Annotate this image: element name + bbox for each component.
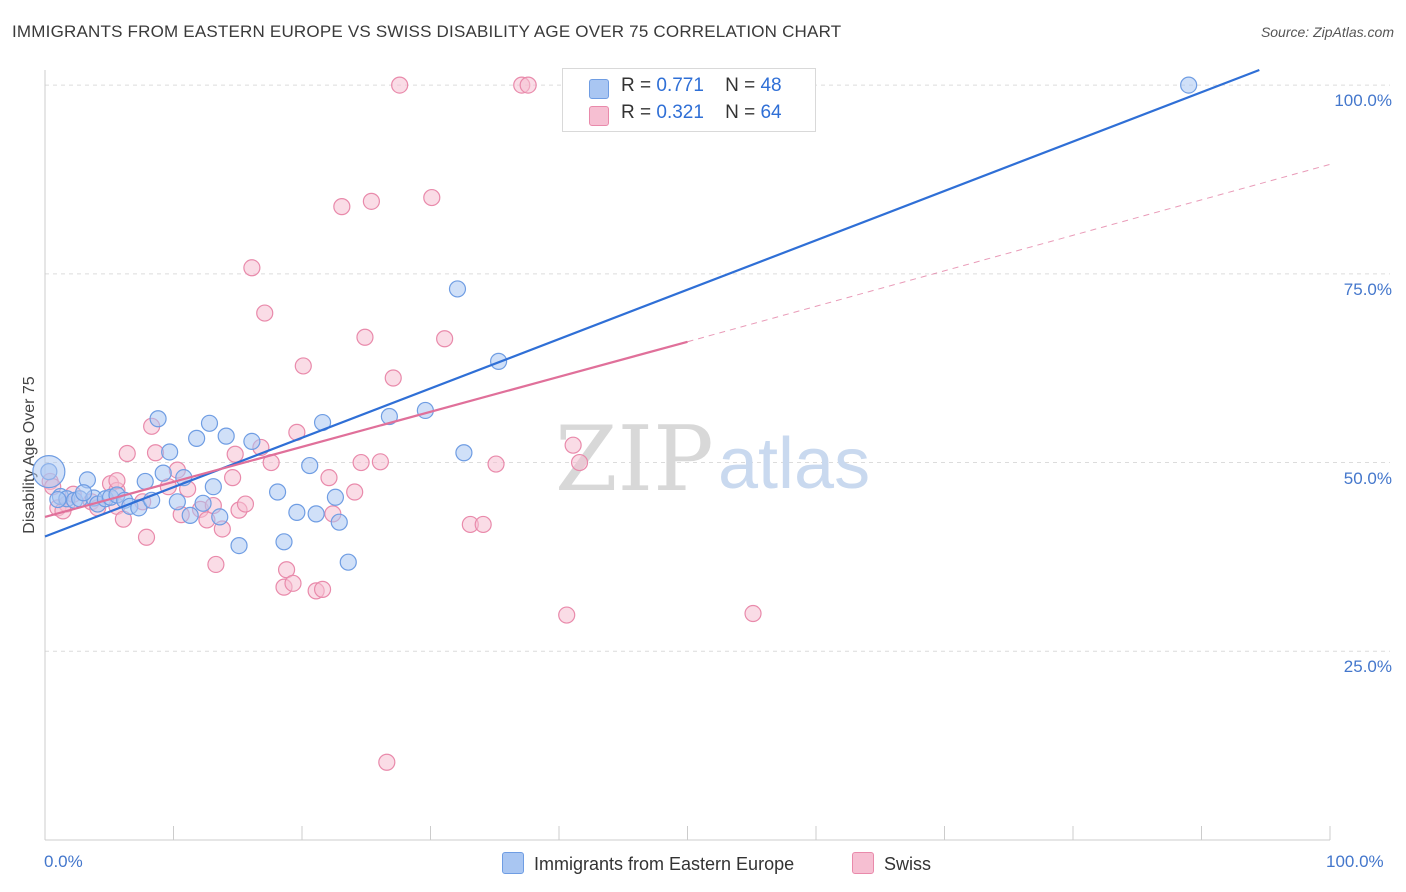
swiss-point bbox=[564, 436, 582, 454]
eastern-europe-point bbox=[194, 494, 212, 512]
swiss-point bbox=[423, 188, 441, 207]
bottom-legend-label: Immigrants from Eastern Europe bbox=[534, 854, 795, 874]
axes bbox=[44, 70, 1331, 841]
swiss-point bbox=[474, 515, 492, 534]
bottom-legend-swiss[interactable]: Swiss bbox=[852, 852, 931, 875]
swiss-point bbox=[137, 528, 156, 546]
eastern-europe-point-large bbox=[32, 455, 66, 489]
swiss-point bbox=[294, 357, 312, 375]
eastern-europe-point bbox=[416, 401, 434, 420]
eastern-europe-point bbox=[448, 280, 467, 298]
swiss-trend-line bbox=[44, 340, 688, 518]
swiss-point bbox=[356, 328, 374, 346]
eastern-europe-point bbox=[330, 513, 348, 531]
eastern-europe-point bbox=[217, 427, 235, 445]
stats-legend: R = 0.771 N = 48 R = 0.321 N = 64 bbox=[562, 68, 816, 132]
eastern-europe-point bbox=[211, 508, 229, 526]
legend-n-label: N = bbox=[725, 102, 756, 123]
trend-lines bbox=[44, 68, 1331, 538]
legend-swatch-blue bbox=[589, 79, 609, 99]
swiss-point bbox=[371, 453, 389, 471]
swiss-point bbox=[519, 76, 537, 94]
eastern-europe-point bbox=[49, 490, 67, 509]
eastern-europe-point bbox=[339, 553, 357, 571]
swiss-point bbox=[346, 483, 364, 501]
eastern-europe-point bbox=[1180, 76, 1198, 94]
eastern-europe-point bbox=[154, 464, 172, 482]
swiss-point bbox=[243, 259, 261, 277]
swiss-point bbox=[378, 753, 396, 771]
bottom-legend-swatch-pink bbox=[852, 852, 874, 874]
swiss-point bbox=[313, 580, 332, 598]
legend-n-value: 48 bbox=[760, 75, 782, 96]
legend-r-value: 0.321 bbox=[656, 102, 704, 123]
swiss-point bbox=[391, 76, 409, 94]
swiss-point bbox=[207, 555, 225, 574]
swiss-point bbox=[256, 304, 274, 322]
swiss-point bbox=[436, 330, 454, 348]
y-tick-label: 75.0% bbox=[1343, 279, 1392, 299]
legend-r-label: R = bbox=[621, 75, 652, 96]
eastern-europe-point bbox=[326, 488, 345, 506]
swiss-point bbox=[384, 369, 402, 387]
y-tick-label: 25.0% bbox=[1343, 657, 1392, 677]
swiss-point bbox=[226, 445, 244, 463]
bottom-legend-swatch-blue bbox=[502, 852, 524, 874]
legend-n-value: 64 bbox=[760, 102, 782, 123]
swiss-point bbox=[558, 606, 576, 624]
swiss-point bbox=[224, 469, 242, 487]
eastern-europe-point bbox=[74, 484, 93, 502]
eastern-europe-point bbox=[188, 429, 206, 447]
eastern-europe-point bbox=[288, 503, 306, 521]
eastern-europe-point bbox=[301, 456, 319, 475]
legend-swatch-pink bbox=[589, 106, 609, 126]
x-tick-min: 0.0% bbox=[44, 852, 83, 871]
chart-title: IMMIGRANTS FROM EASTERN EUROPE VS SWISS … bbox=[12, 22, 842, 41]
eastern-europe-point bbox=[181, 506, 199, 524]
y-tick-label: 100.0% bbox=[1334, 91, 1392, 111]
bottom-legend-label: Swiss bbox=[884, 854, 932, 874]
swiss-point bbox=[320, 469, 338, 487]
swiss-trend-extension bbox=[687, 163, 1331, 343]
bottom-legend-eastern-europe[interactable]: Immigrants from Eastern Europe bbox=[502, 852, 794, 875]
legend-r-value: 0.771 bbox=[656, 75, 704, 96]
swiss-point bbox=[236, 495, 255, 513]
source-label: Source: ZipAtlas.com bbox=[1260, 24, 1394, 40]
eastern-europe-point bbox=[149, 410, 167, 428]
eastern-europe-point bbox=[275, 533, 293, 551]
swiss-point bbox=[744, 604, 762, 623]
x-tick-max: 100.0% bbox=[1326, 852, 1384, 871]
eastern-europe-point bbox=[204, 478, 222, 496]
legend-r-label: R = bbox=[621, 102, 652, 123]
eastern-europe-point bbox=[168, 493, 186, 511]
swiss-point bbox=[108, 472, 126, 490]
eastern-europe-point bbox=[230, 536, 248, 555]
swiss-point bbox=[333, 198, 351, 216]
eastern-europe-point bbox=[243, 432, 261, 451]
eastern-europe-point bbox=[455, 444, 473, 462]
eastern-europe-point bbox=[268, 483, 287, 501]
y-tick-label: 50.0% bbox=[1343, 468, 1392, 488]
swiss-point bbox=[570, 453, 589, 472]
eastern-europe-point bbox=[307, 505, 325, 523]
watermark-atlas: atlas bbox=[718, 424, 870, 504]
eastern-europe-point bbox=[200, 414, 219, 432]
swiss-point bbox=[487, 455, 505, 473]
swiss-point bbox=[118, 444, 136, 463]
eastern-europe-point bbox=[380, 407, 398, 426]
legend-n-label: N = bbox=[725, 75, 756, 96]
swiss-point bbox=[352, 453, 370, 472]
eastern-europe-point bbox=[161, 443, 179, 461]
eastern-europe-trend-line bbox=[44, 68, 1260, 538]
gridlines bbox=[45, 84, 1390, 652]
swiss-point bbox=[284, 574, 302, 592]
swiss-point bbox=[362, 192, 380, 210]
